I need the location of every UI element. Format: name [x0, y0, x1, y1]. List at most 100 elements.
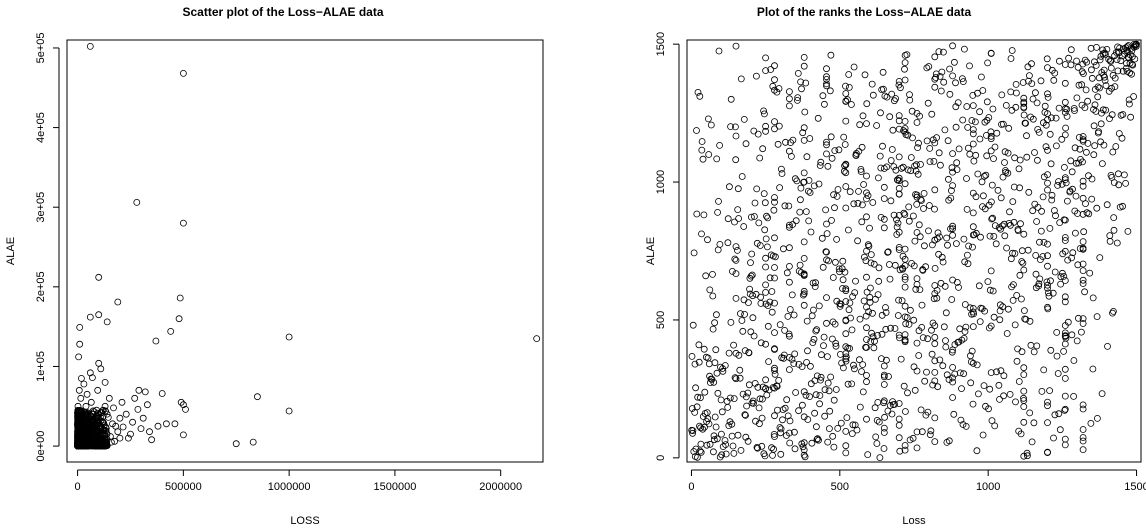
data-point	[1033, 99, 1041, 107]
data-point	[1100, 66, 1108, 74]
data-point	[981, 118, 989, 126]
data-point	[110, 404, 117, 412]
data-point	[175, 315, 183, 323]
data-point	[705, 151, 713, 158]
data-point	[851, 365, 858, 373]
data-point	[1033, 218, 1040, 225]
data-point	[1070, 357, 1078, 364]
data-point	[910, 363, 918, 371]
data-point	[75, 386, 83, 394]
data-point	[716, 240, 724, 248]
data-point	[969, 223, 977, 231]
data-point	[875, 174, 882, 182]
data-point	[807, 380, 815, 388]
data-point	[1047, 346, 1055, 354]
data-point	[882, 325, 890, 333]
data-point	[918, 301, 926, 309]
data-point	[1075, 133, 1083, 141]
data-point	[961, 45, 968, 53]
data-point	[694, 453, 701, 461]
data-point	[884, 407, 892, 415]
data-point	[1020, 371, 1028, 379]
data-point	[867, 259, 875, 267]
data-point	[797, 78, 804, 86]
data-point	[979, 431, 987, 439]
data-point	[1019, 259, 1027, 267]
data-point	[714, 208, 721, 216]
data-point	[705, 115, 712, 123]
data-point	[917, 406, 925, 414]
data-point	[701, 388, 709, 396]
data-point	[949, 378, 956, 386]
y-tick-label: 4e+05	[35, 112, 47, 143]
data-point	[1037, 227, 1045, 235]
data-point	[1079, 210, 1087, 218]
data-point	[803, 153, 811, 161]
data-point	[950, 410, 958, 418]
data-point	[114, 428, 122, 436]
data-point	[879, 68, 887, 76]
data-point	[1061, 61, 1069, 68]
data-point	[690, 448, 698, 455]
data-point	[1061, 237, 1069, 244]
data-point	[786, 88, 793, 95]
data-point	[1007, 55, 1015, 62]
data-point	[745, 381, 753, 389]
data-point	[176, 294, 184, 302]
data-point	[732, 132, 740, 140]
data-point	[732, 294, 740, 302]
data-point	[839, 257, 847, 265]
data-point	[714, 389, 722, 397]
data-point	[979, 87, 987, 94]
data-point	[885, 373, 892, 380]
data-point	[986, 232, 994, 240]
data-point	[940, 48, 947, 56]
data-point	[1091, 58, 1098, 66]
data-point	[74, 409, 81, 417]
data-point	[991, 422, 999, 430]
data-point	[1108, 173, 1116, 181]
data-point	[761, 110, 768, 118]
data-point	[752, 417, 759, 425]
data-point	[101, 378, 109, 386]
data-point	[767, 66, 775, 73]
data-point	[1068, 331, 1076, 339]
data-point	[1094, 93, 1102, 101]
data-point	[1076, 245, 1084, 252]
data-point	[824, 162, 832, 170]
data-point	[858, 143, 866, 151]
data-point	[694, 89, 702, 96]
data-point	[790, 360, 798, 367]
data-point	[842, 97, 850, 105]
data-point	[75, 426, 83, 434]
data-point	[1044, 305, 1052, 313]
data-point	[1061, 374, 1069, 382]
data-point	[1017, 220, 1024, 228]
data-point	[886, 261, 893, 268]
data-point	[719, 443, 727, 451]
data-point	[789, 221, 796, 228]
data-point	[863, 120, 870, 127]
data-point	[731, 374, 739, 382]
data-point	[828, 154, 836, 162]
data-point	[1083, 58, 1091, 66]
data-point	[966, 150, 974, 158]
data-point	[732, 243, 740, 251]
data-point	[1008, 106, 1016, 114]
data-point	[703, 441, 711, 449]
data-point	[812, 327, 820, 335]
data-point	[806, 135, 814, 142]
data-point	[1066, 188, 1074, 196]
data-point	[927, 427, 935, 435]
data-point	[693, 403, 701, 411]
data-point	[982, 402, 989, 410]
data-point	[713, 155, 721, 163]
data-point	[1072, 192, 1080, 200]
data-point	[743, 402, 750, 410]
data-point	[948, 296, 956, 303]
plot-frame-left	[66, 39, 544, 463]
data-point	[861, 71, 869, 79]
data-point	[770, 206, 778, 214]
data-point	[977, 233, 984, 241]
data-point	[759, 145, 767, 153]
